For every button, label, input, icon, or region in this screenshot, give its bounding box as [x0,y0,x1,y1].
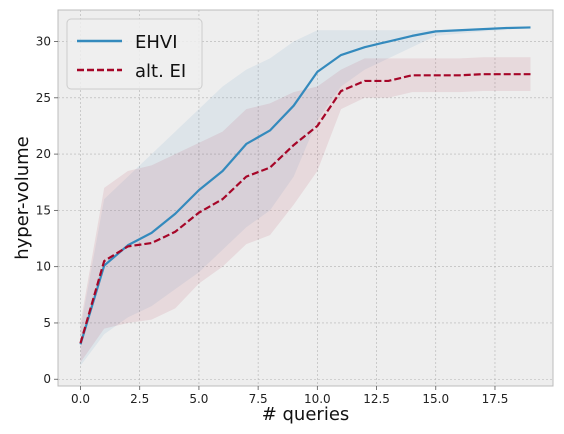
x-tick-label: 17.5 [482,392,509,406]
y-tick-label: 30 [36,35,51,49]
legend-box [66,18,203,90]
y-axis-ticks: 0 5 10 15 20 25 30 [36,35,58,386]
y-tick-label: 20 [36,147,51,161]
x-tick-label: 5.0 [189,392,208,406]
x-axis-label: # queries [262,404,350,425]
y-tick-label: 5 [43,316,51,330]
series-line-ehvi [79,26,531,345]
x-tick-label: 10.0 [304,392,331,406]
x-tick-label: 0.0 [71,392,90,406]
confidence-bands [80,29,531,366]
x-tick-label: 15.0 [422,392,449,406]
series-line-alt-ei [79,73,531,344]
y-tick-label: 25 [36,91,51,105]
y-tick-label: 10 [36,260,51,274]
y-tick-label: 15 [36,203,51,217]
band-alt-ei [80,57,531,363]
gridlines [58,10,553,386]
legend-label-ehvi: EHVI [135,32,178,53]
legend-label-alt-ei: alt. EI [135,61,186,82]
x-tick-label: 2.5 [130,392,149,406]
y-tick-label: 0 [43,372,51,386]
x-tick-label: 7.5 [249,392,268,406]
legend: EHVI alt. EI [66,18,203,90]
series-lines [79,26,531,345]
y-axis-label: hyper-volume [12,136,33,260]
x-tick-label: 12.5 [363,392,390,406]
band-ehvi [80,29,531,366]
plot-frame [57,9,554,387]
x-axis-ticks: 0.0 2.5 5.0 7.5 10.0 12.5 15.0 17.5 [71,386,508,406]
